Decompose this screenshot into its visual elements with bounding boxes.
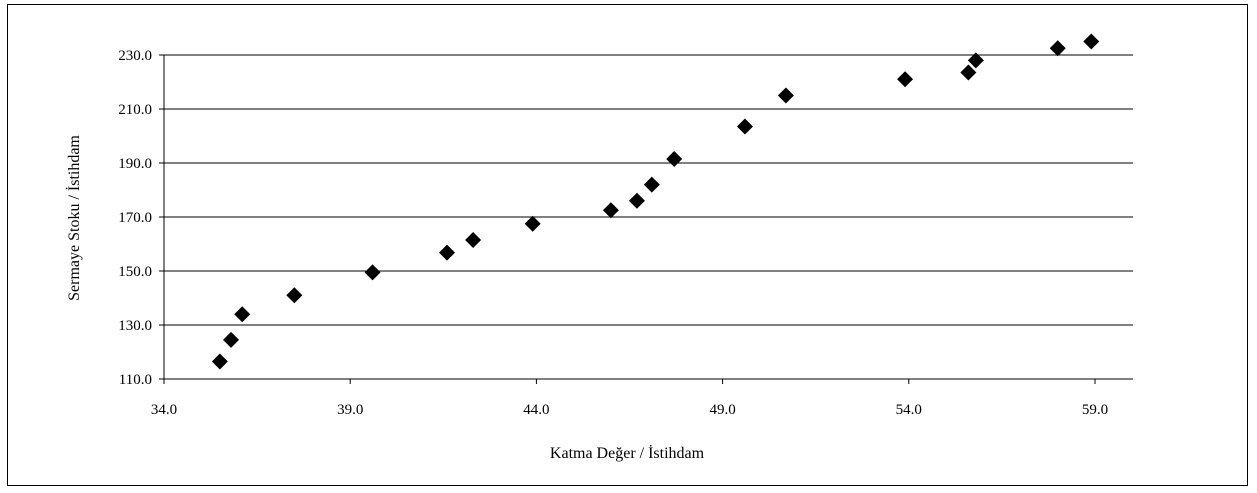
y-tick-label-170.0: 170.0 — [118, 210, 152, 226]
data-point-9 — [602, 202, 619, 219]
data-point-7 — [465, 231, 482, 248]
grid-layer — [164, 54, 1133, 326]
data-point-19 — [1083, 33, 1100, 50]
data-point-12 — [666, 150, 683, 167]
data-point-6 — [439, 244, 456, 261]
y-tick-label-210.0: 210.0 — [118, 102, 152, 118]
x-tick-label-54.0: 54.0 — [896, 402, 922, 418]
data-point-5 — [364, 264, 381, 281]
data-point-13 — [736, 118, 753, 135]
data-point-8 — [524, 215, 541, 232]
y-tick-label-110.0: 110.0 — [119, 372, 152, 388]
data-point-10 — [628, 192, 645, 209]
x-tick-label-49.0: 49.0 — [709, 402, 735, 418]
y-tick-label-230.0: 230.0 — [118, 48, 152, 64]
data-point-18 — [1049, 40, 1066, 57]
data-point-15 — [897, 71, 914, 88]
y-tick-label-150.0: 150.0 — [118, 264, 152, 280]
ticks-layer: 110.0 130.0 150.0 170.0 190.0 210.0 230.0 34.0 3… — [118, 48, 1108, 418]
x-tick-label-39.0: 39.0 — [337, 402, 363, 418]
data-point-3 — [234, 306, 251, 323]
chart-frame — [7, 4, 1248, 486]
x-axis-title: Katma Değer / İstihdam — [550, 444, 705, 462]
x-tick-label-34.0: 34.0 — [151, 402, 177, 418]
x-tick-label-44.0: 44.0 — [523, 402, 549, 418]
points-layer — [211, 33, 1100, 370]
data-point-16 — [960, 64, 977, 81]
data-point-11 — [643, 176, 660, 193]
data-point-2 — [223, 331, 240, 348]
data-point-17 — [967, 52, 984, 69]
data-point-14 — [777, 87, 794, 104]
x-tick-label-59.0: 59.0 — [1082, 402, 1108, 418]
y-axis-title: Sermaye Stoku / İstihdam — [65, 135, 83, 301]
y-tick-label-130.0: 130.0 — [118, 318, 152, 334]
data-point-4 — [286, 287, 303, 304]
data-point-1 — [211, 353, 228, 370]
y-tick-label-190.0: 190.0 — [118, 156, 152, 172]
